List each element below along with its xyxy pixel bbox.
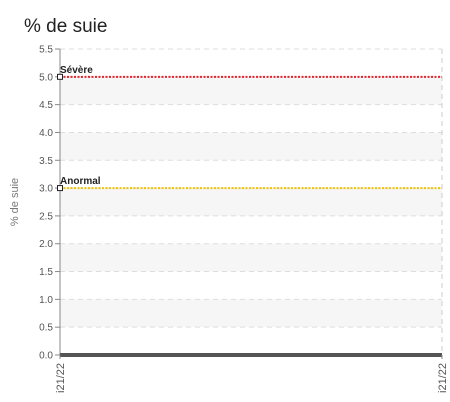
y-tick-label: 2.5 <box>39 211 53 222</box>
y-axis-label: % de suie <box>9 178 21 226</box>
band <box>60 76 442 105</box>
chart-title: % de suie <box>24 16 108 37</box>
y-tick-label: 4.0 <box>39 128 53 139</box>
threshold-label: Anormal <box>60 176 101 187</box>
threshold-marker <box>57 185 63 192</box>
y-tick-label: 4.5 <box>39 100 53 111</box>
y-tick-label: 5.0 <box>39 72 53 83</box>
y-tick-label: 3.0 <box>39 184 53 195</box>
y-tick-label: 0.0 <box>39 351 53 362</box>
band <box>60 299 442 328</box>
threshold-marker <box>57 73 63 80</box>
y-tick-label: 0.5 <box>39 323 53 334</box>
y-axis-ticks: 0.0 0.5 1.0 1.5 2.0 2.5 3.0 3.5 4.0 4.5 5.0 5.5 <box>39 45 60 362</box>
threshold-label: Sévère <box>60 65 93 76</box>
y-tick-label: 1.5 <box>39 267 53 278</box>
band <box>60 132 442 161</box>
background-bands <box>60 76 442 328</box>
x-axis-ticks: i21/22 i21/22 <box>55 355 449 393</box>
y-tick-label: 1.0 <box>39 295 53 306</box>
x-tick-label: i21/22 <box>55 363 67 393</box>
x-tick-label: i21/22 <box>437 363 449 393</box>
band <box>60 243 442 272</box>
band <box>60 188 442 216</box>
threshold-lines: Sévère Anormal <box>57 65 442 192</box>
y-tick-label: 2.0 <box>39 239 53 250</box>
y-tick-label: 5.5 <box>39 45 53 56</box>
y-tick-label: 3.5 <box>39 156 53 167</box>
